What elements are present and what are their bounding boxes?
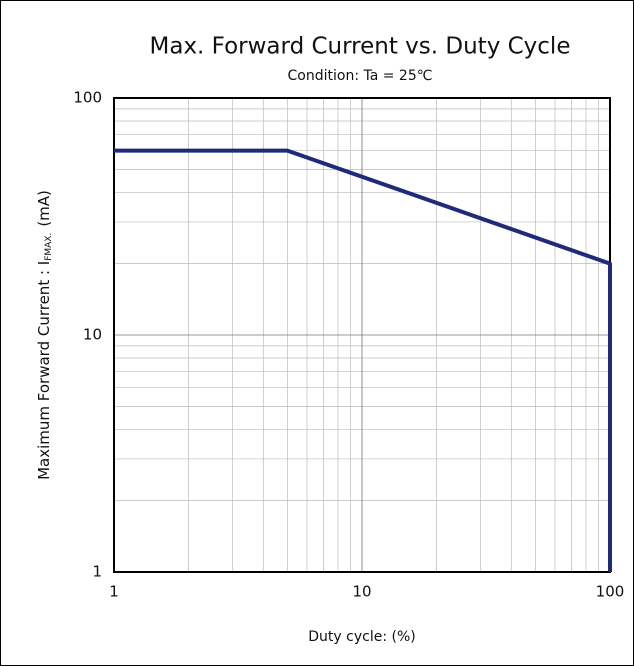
x-tick-label: 100: [596, 583, 625, 601]
y-tick-label: 1: [92, 563, 102, 581]
x-axis-label: Duty cycle: (%): [308, 629, 415, 645]
y-tick-label: 10: [83, 326, 102, 344]
chart-title: Max. Forward Current vs. Duty Cycle: [150, 34, 571, 60]
y-label-sub: FMAX.: [44, 233, 54, 261]
chart-subtitle: Condition: Ta = 25℃: [288, 68, 433, 84]
x-tick-label: 1: [109, 583, 119, 601]
y-tick-label: 100: [73, 89, 102, 107]
y-label-unit: (mA): [35, 190, 53, 227]
y-axis-label: Maximum Forward Current : IFMAX. (mA): [35, 190, 54, 480]
x-tick-label: 10: [352, 583, 371, 601]
y-label-main: Maximum Forward Current : I: [35, 261, 53, 480]
data-line: [114, 148, 612, 572]
